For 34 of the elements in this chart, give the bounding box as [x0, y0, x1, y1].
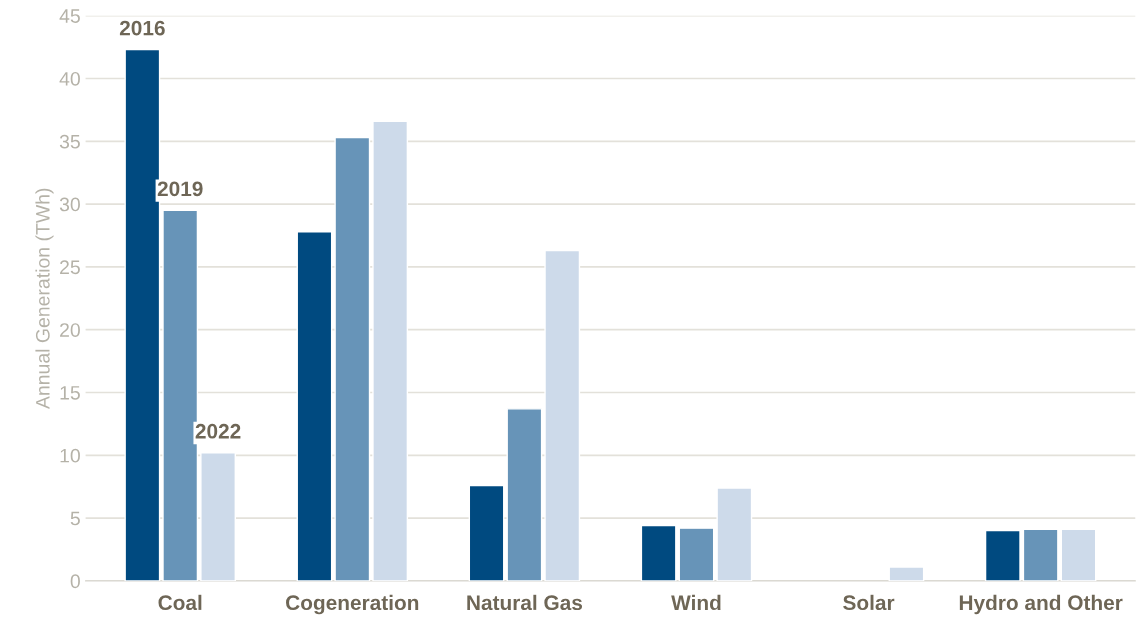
y-tick-label: 10	[60, 448, 80, 463]
bar	[372, 120, 409, 581]
bar	[678, 527, 715, 581]
y-axis-title: Annual Generation (TWh)	[35, 188, 54, 410]
series-label: 2022	[195, 423, 241, 439]
y-tick-label: 40	[59, 71, 80, 86]
x-tick-label: Solar	[843, 594, 895, 611]
y-tick-label: 20	[60, 323, 80, 337]
y-tick-label: 5	[70, 511, 80, 526]
y-tick-label: 25	[60, 260, 80, 275]
y-tick-label: 35	[59, 134, 80, 149]
bar	[468, 484, 505, 581]
y-tick-label: 45	[59, 9, 80, 23]
series-label: 2016	[119, 20, 165, 36]
y-tick-label: 0	[70, 574, 80, 589]
bar	[716, 487, 753, 581]
bar	[200, 452, 236, 581]
series-label: 2019	[157, 181, 203, 197]
bar	[506, 408, 543, 581]
x-tick-label: Natural Gas	[467, 594, 583, 611]
bar	[984, 529, 1021, 581]
x-tick-label: Hydro and Other	[959, 594, 1123, 615]
y-tick-label: 15	[60, 386, 80, 400]
x-tick-label: Cogeneration	[286, 594, 419, 615]
bar	[888, 566, 925, 581]
x-tick-label: Wind	[671, 594, 721, 611]
bar	[640, 524, 677, 581]
bar	[544, 249, 581, 581]
y-tick-label: 30	[59, 197, 80, 212]
bar	[296, 231, 333, 581]
bar	[334, 136, 371, 581]
bar	[1060, 528, 1097, 581]
x-tick-label: Coal	[158, 594, 202, 611]
bar	[1022, 528, 1059, 581]
